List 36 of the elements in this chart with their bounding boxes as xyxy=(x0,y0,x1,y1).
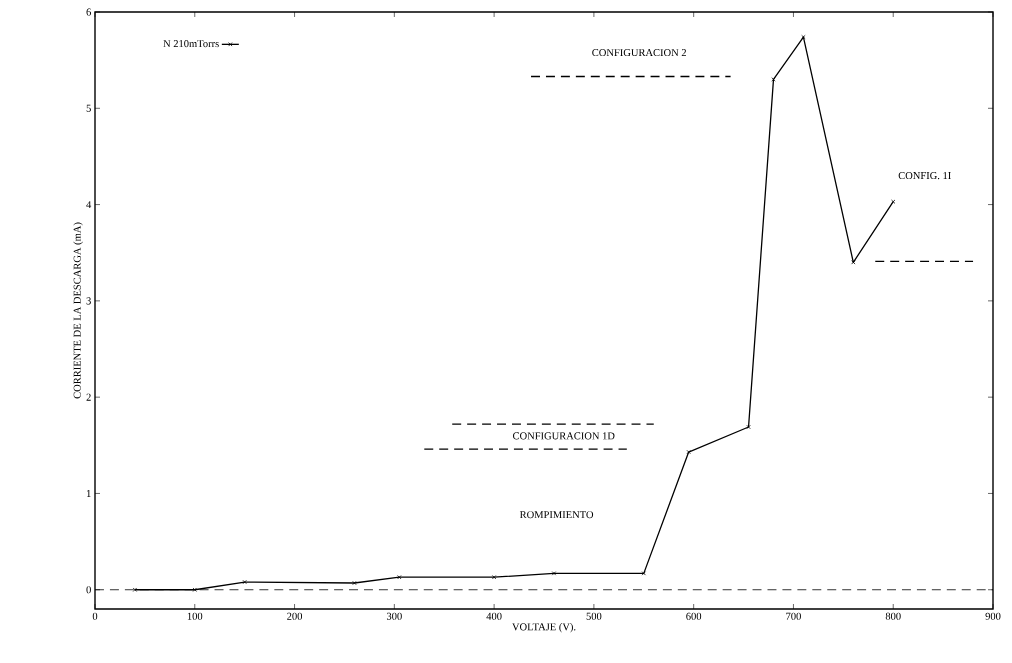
annotation: CONFIG. 1I xyxy=(898,172,951,180)
point xyxy=(192,587,197,592)
y-tick-label: 6 xyxy=(86,8,91,16)
x-tick-label: 0 xyxy=(92,612,98,620)
point xyxy=(491,575,497,580)
point xyxy=(352,580,357,586)
x-tick-label: 500 xyxy=(586,612,602,620)
point xyxy=(851,260,856,265)
y-tick-label: 3 xyxy=(86,297,91,305)
y-tick-label: 5 xyxy=(86,104,91,112)
point xyxy=(641,571,646,576)
x-tick-label: 600 xyxy=(686,612,702,620)
point xyxy=(397,575,402,580)
x-tick-label: 800 xyxy=(885,612,901,620)
annotation: CONFIGURACION 1D xyxy=(513,432,615,440)
point xyxy=(746,424,751,430)
legend-label: N 210mTorrs xyxy=(163,40,219,48)
annotation: ROMPIMIENTO xyxy=(519,511,594,519)
x-tick-label: 900 xyxy=(985,612,1001,620)
point xyxy=(551,571,557,576)
point xyxy=(242,579,247,585)
annotation: CONFIGURACION 2 xyxy=(592,49,686,57)
point xyxy=(801,34,806,40)
x-tick-label: 400 xyxy=(486,612,502,620)
y-tick-label: 0 xyxy=(86,586,91,594)
x-tick-label: 700 xyxy=(786,612,801,620)
point xyxy=(771,77,776,82)
y-tick-label: 4 xyxy=(86,201,92,209)
y-tick-label: 2 xyxy=(86,393,91,401)
x-tick-label: 300 xyxy=(386,612,402,620)
y-axis-title: CORRIENTE DE LA DESCARGA (mA) xyxy=(73,222,83,399)
x-tick-label: 100 xyxy=(187,612,203,620)
y-tick-label: 1 xyxy=(86,489,91,497)
x-axis-title: VOLTAJE (V). xyxy=(512,622,576,633)
point xyxy=(686,449,691,455)
x-tick-label: 200 xyxy=(287,612,303,620)
